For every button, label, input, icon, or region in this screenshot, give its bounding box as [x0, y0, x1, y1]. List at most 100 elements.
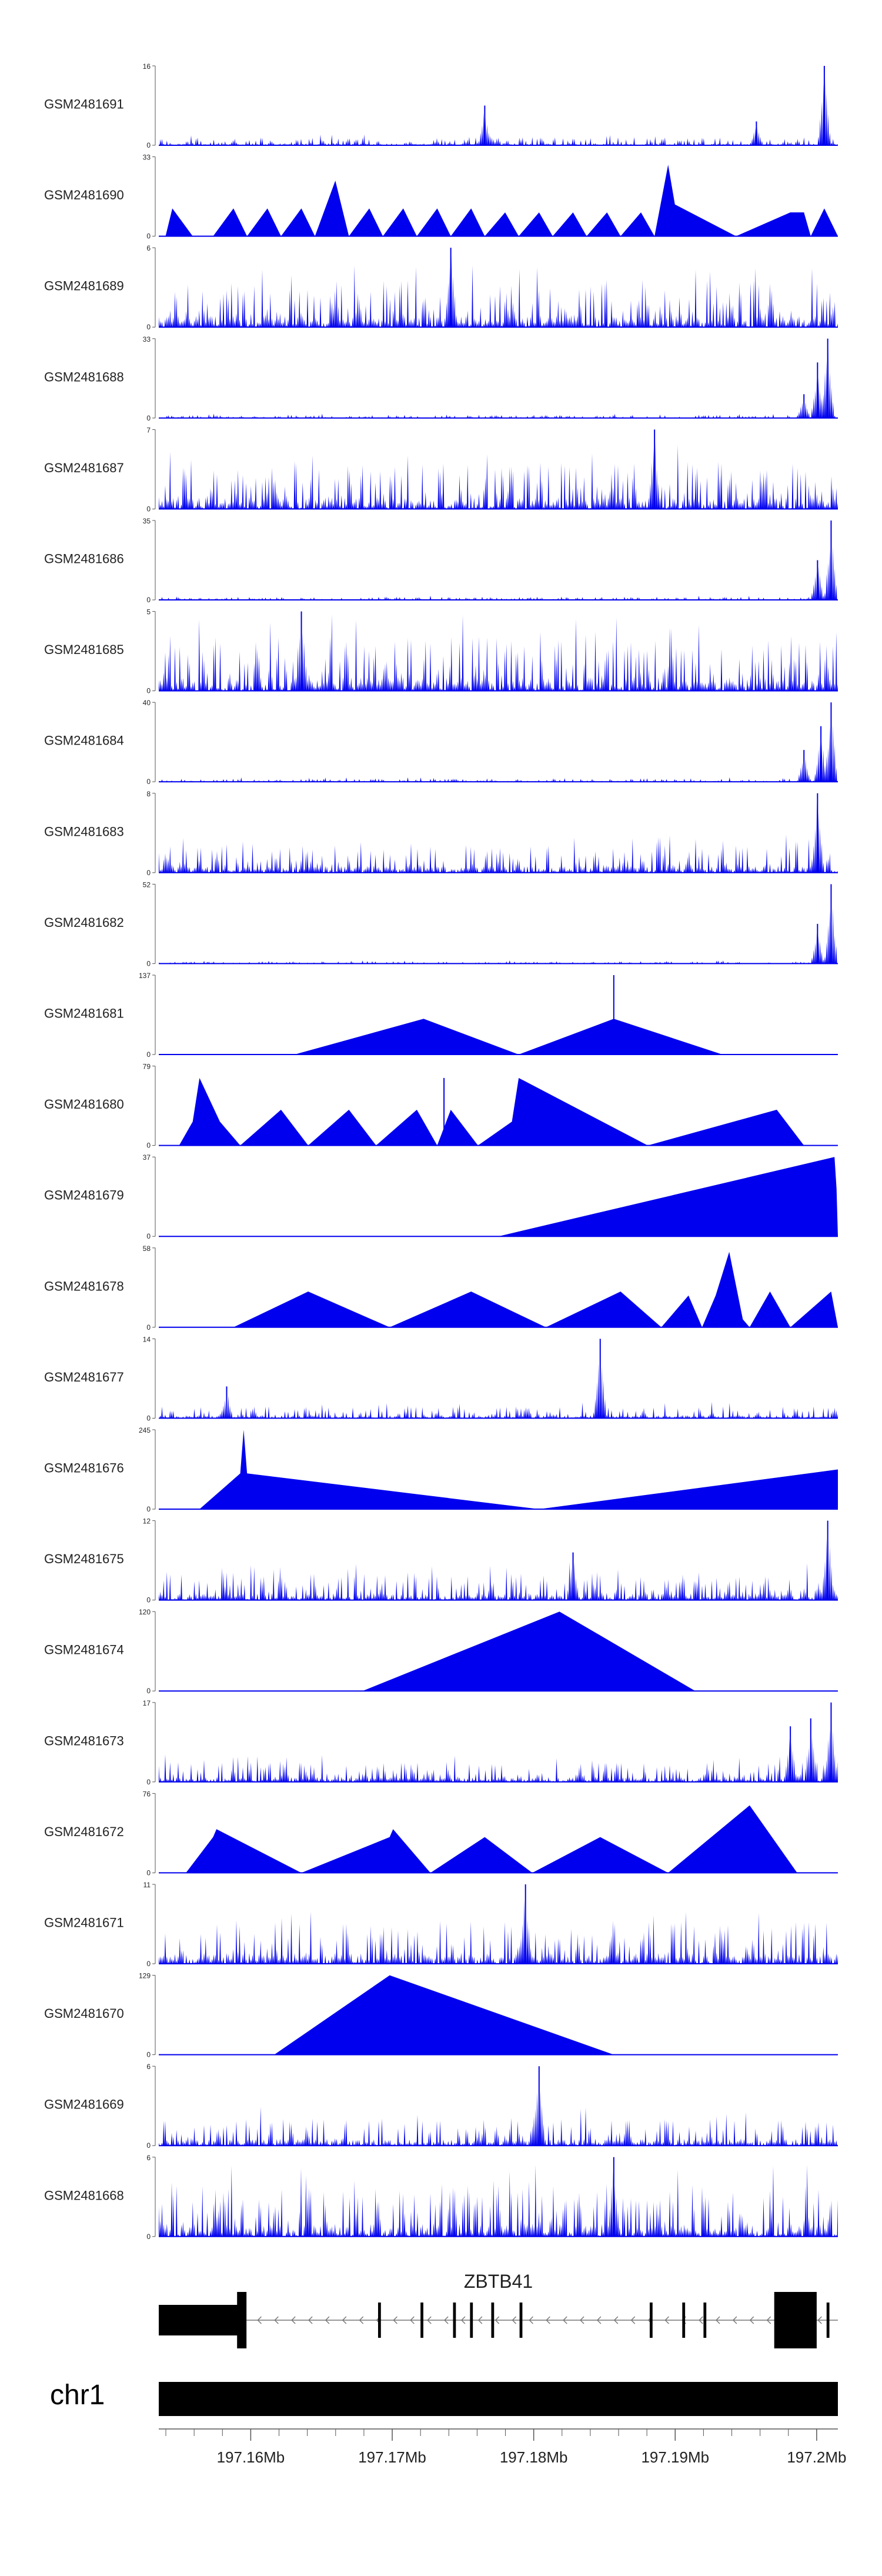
gene-exon — [237, 2292, 247, 2348]
signal-area — [159, 716, 838, 782]
track-label: GSM2481670 — [44, 2006, 124, 2021]
y-max-label: 35 — [143, 517, 151, 525]
track-GSM2481670: GSM2481670 129 0 — [44, 1972, 838, 2059]
y-zero-label: 0 — [146, 687, 151, 695]
strand-arrow — [274, 2316, 279, 2324]
strand-arrow — [342, 2316, 347, 2324]
track-label: GSM2481687 — [44, 461, 124, 475]
y-zero-label: 0 — [146, 1960, 151, 1968]
gene-exon — [682, 2303, 686, 2338]
track-GSM2481677: GSM2481677 14 0 — [44, 1335, 838, 1422]
track-GSM2481690: GSM2481690 33 0 — [44, 154, 838, 241]
strand-arrow — [716, 2316, 720, 2324]
track-GSM2481689: GSM2481689 6 0 — [44, 244, 838, 331]
y-zero-label: 0 — [146, 1232, 151, 1240]
gene-exon — [470, 2303, 473, 2338]
y-max-label: 14 — [143, 1335, 151, 1343]
y-max-label: 16 — [143, 62, 151, 71]
track-label: GSM2481676 — [44, 1461, 124, 1476]
gene-exon — [774, 2292, 817, 2348]
y-max-label: 11 — [143, 1881, 151, 1889]
y-zero-label: 0 — [146, 1596, 151, 1604]
y-zero-label: 0 — [146, 1323, 151, 1332]
y-max-label: 52 — [143, 880, 151, 889]
signal-tracks: GSM2481691160GSM2481690330GSM248168960GS… — [44, 62, 838, 2241]
gene-name-label: ZBTB41 — [464, 2271, 533, 2292]
y-zero-label: 0 — [146, 1687, 151, 1695]
y-zero-label: 0 — [146, 141, 151, 149]
track-GSM2481675: GSM2481675 12 0 — [44, 1517, 838, 1604]
strand-arrow — [410, 2316, 415, 2324]
strand-arrow — [308, 2316, 313, 2324]
track-GSM2481684: GSM2481684 40 0 — [44, 699, 838, 786]
x-tick-label: 197.16Mb — [217, 2448, 285, 2466]
y-max-label: 6 — [146, 244, 151, 252]
y-max-label: 129 — [139, 1972, 151, 1980]
strand-arrow — [257, 2316, 262, 2324]
y-zero-label: 0 — [146, 323, 151, 331]
signal-area — [159, 2164, 838, 2237]
track-label: GSM2481673 — [44, 1733, 124, 1748]
track-GSM2481673: GSM2481673 17 0 — [44, 1699, 838, 1786]
strand-arrow — [817, 2316, 822, 2324]
track-label: GSM2481679 — [44, 1188, 124, 1203]
y-max-label: 245 — [139, 1426, 151, 1434]
track-GSM2481674: GSM2481674 120 0 — [44, 1608, 838, 1695]
y-zero-label: 0 — [146, 1868, 151, 1877]
track-GSM2481691: GSM2481691 16 0 — [44, 62, 838, 149]
track-GSM2481682: GSM2481682 52 0 — [44, 880, 838, 967]
strand-arrow — [563, 2316, 567, 2324]
strand-arrow — [699, 2316, 703, 2324]
signal-area — [159, 527, 838, 600]
track-label: GSM2481684 — [44, 733, 124, 748]
y-max-label: 58 — [143, 1244, 151, 1253]
y-zero-label: 0 — [146, 1505, 151, 1513]
y-zero-label: 0 — [146, 869, 151, 877]
x-tick-label: 197.2Mb — [787, 2448, 846, 2466]
strand-arrow — [596, 2316, 602, 2324]
x-tick-label: 197.18Mb — [500, 2448, 568, 2466]
gene-exon — [377, 2303, 381, 2338]
signal-area — [165, 165, 838, 236]
track-label: GSM2481681 — [44, 1006, 124, 1021]
track-GSM2481688: GSM2481688 33 0 — [44, 335, 838, 422]
y-max-label: 17 — [143, 1699, 151, 1707]
strand-arrow — [291, 2316, 296, 2324]
y-max-label: 6 — [146, 2154, 151, 2162]
y-zero-label: 0 — [146, 232, 151, 241]
track-GSM2481678: GSM2481678 58 0 — [44, 1244, 838, 1332]
track-GSM2481686: GSM2481686 35 0 — [44, 517, 838, 604]
y-max-label: 12 — [143, 1517, 151, 1526]
track-GSM2481671: GSM2481671 11 0 — [44, 1881, 838, 1968]
chromosome-label: chr1 — [50, 2380, 105, 2411]
strand-arrow — [732, 2316, 737, 2324]
y-max-label: 79 — [143, 1063, 151, 1071]
track-label: GSM2481683 — [44, 824, 124, 839]
track-label: GSM2481674 — [44, 1643, 124, 1657]
track-GSM2481685: GSM2481685 5 0 — [44, 608, 838, 695]
track-label: GSM2481675 — [44, 1551, 124, 1566]
track-label: GSM2481688 — [44, 369, 124, 384]
signal-area — [295, 1019, 723, 1055]
track-label: GSM2481672 — [44, 1824, 124, 1839]
track-label: GSM2481671 — [44, 1916, 124, 1930]
track-GSM2481669: GSM2481669 6 0 — [44, 2063, 838, 2150]
track-label: GSM2481689 — [44, 279, 124, 293]
strand-arrow — [630, 2316, 636, 2324]
track-GSM2481681: GSM2481681 137 0 — [44, 972, 838, 1059]
y-max-label: 6 — [146, 2063, 151, 2071]
y-max-label: 120 — [139, 1608, 151, 1616]
signal-area — [233, 1252, 838, 1327]
signal-area — [179, 1077, 804, 1146]
signal-area — [159, 802, 838, 873]
y-max-label: 7 — [146, 426, 151, 434]
gene-exon — [519, 2303, 523, 2338]
y-max-label: 137 — [139, 972, 151, 980]
y-zero-label: 0 — [146, 778, 151, 786]
strand-arrow — [664, 2316, 669, 2324]
signal-area — [274, 1975, 614, 2055]
strand-arrow — [749, 2316, 754, 2324]
gene-exon — [826, 2303, 830, 2338]
y-zero-label: 0 — [146, 2233, 151, 2241]
